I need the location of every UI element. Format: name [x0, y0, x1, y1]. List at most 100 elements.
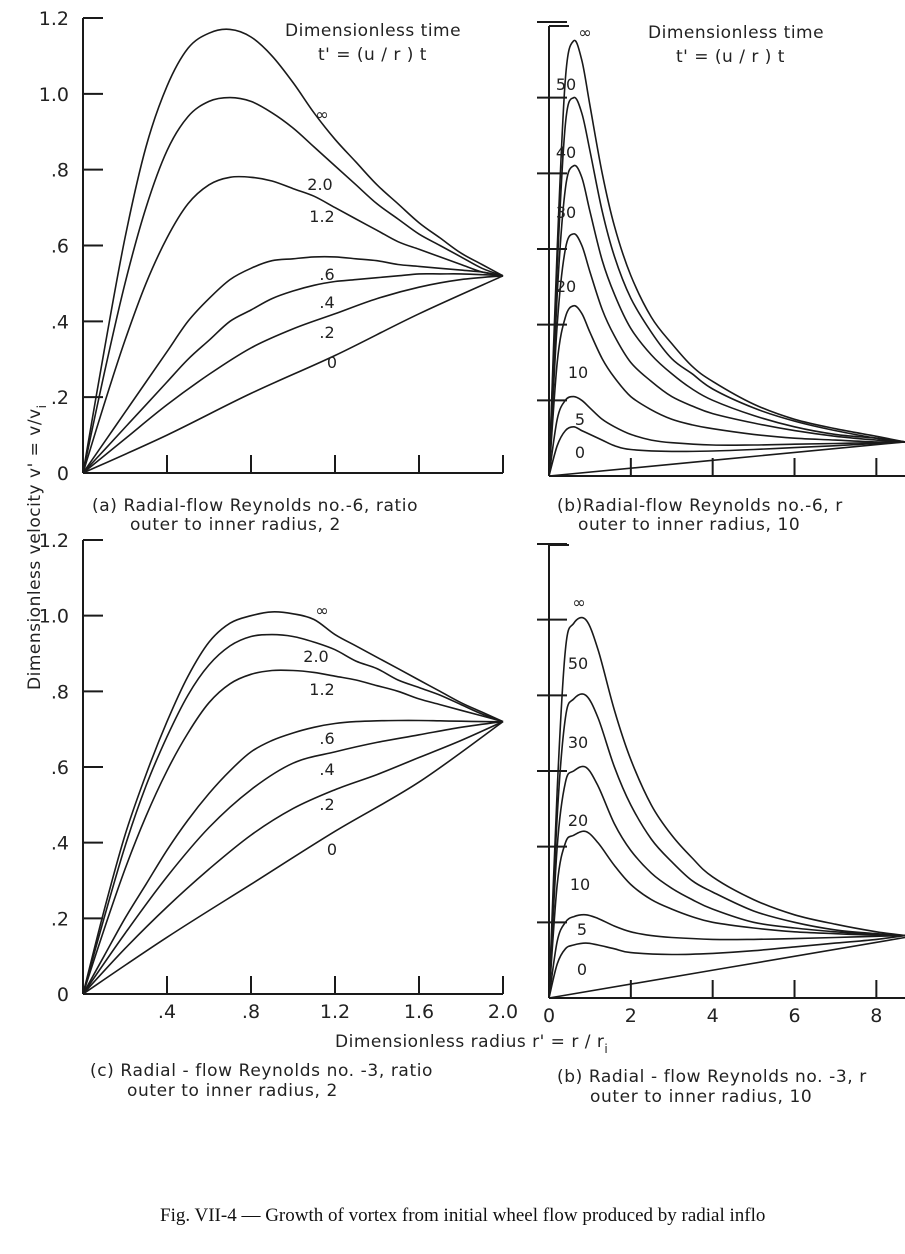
y-tick-label: .8 [51, 160, 69, 182]
series-label: 20 [568, 811, 588, 830]
y-axis-label-subscript: i [35, 405, 49, 409]
series-label: .4 [319, 293, 334, 312]
series-label: .6 [319, 729, 334, 748]
series-label: ∞ [315, 601, 328, 620]
series-label: 5 [575, 410, 585, 429]
series-label: 30 [556, 203, 576, 222]
y-tick-label: 1.0 [39, 84, 69, 106]
series-label: 0 [327, 840, 337, 859]
x-tick-label: 1.6 [404, 1001, 434, 1023]
x-axis-label-subscript: i [604, 1042, 608, 1056]
series-label: 0 [577, 960, 587, 979]
figure-caption: Fig. VII-4 — Growth of vortex from initi… [160, 1205, 766, 1226]
series-line-t-20 [548, 830, 905, 999]
series-line-t-2.0 [82, 96, 504, 474]
caption-b-top-line2: outer to inner radius, 10 [578, 515, 800, 535]
caption-b-top-line1: (b)Radial-flow Reynolds no.-6, r [557, 496, 843, 516]
series-line-t-.2 [82, 720, 504, 995]
x-tick-label: 8 [870, 1005, 882, 1027]
series-line-t-.2 [82, 275, 504, 474]
series-label: .2 [319, 323, 334, 342]
formula-text: t' = (u / r ) t [318, 45, 427, 65]
x-tick-label: 4 [707, 1005, 719, 1027]
series-label: 50 [556, 75, 576, 94]
series-line-t-0 [82, 275, 504, 474]
y-tick-label: .8 [51, 681, 69, 703]
series-line-t-0 [548, 936, 905, 999]
series-line-t-∞ [548, 39, 905, 477]
series-line-t-0 [548, 441, 905, 477]
caption-a-line2: outer to inner radius, 2 [130, 515, 341, 535]
series-line-t-.6 [82, 719, 504, 995]
series-label: 0 [575, 443, 585, 462]
y-axis-label-text: Dimensionless velocity v' = v/v [25, 408, 45, 690]
caption-c-line1: (c) Radial - flow Reynolds no. -3, ratio [90, 1061, 433, 1081]
series-label: .6 [319, 265, 334, 284]
legend-title-a: Dimensionless time [285, 21, 461, 41]
series-label: 1.2 [309, 207, 334, 226]
series-line-t-.6 [82, 255, 504, 474]
x-axis-label-text: Dimensionless radius r' = r / r [335, 1032, 604, 1052]
y-tick-label: 1.0 [39, 606, 69, 628]
series-label: 2.0 [303, 647, 328, 666]
series-label: 10 [570, 875, 590, 894]
series-label: ∞ [578, 23, 591, 42]
series-label: .4 [319, 760, 334, 779]
y-tick-label: .4 [51, 833, 69, 855]
y-tick-label: .4 [51, 311, 69, 333]
x-axis-label: Dimensionless radius r' = r / ri [335, 1032, 608, 1056]
legend-title-b: Dimensionless time [648, 23, 824, 43]
x-tick-label: 1.2 [320, 1001, 350, 1023]
x-tick-label: 6 [788, 1005, 800, 1027]
series-line-t-.4 [82, 272, 504, 474]
series-label: 30 [568, 733, 588, 752]
y-tick-label: 0 [57, 463, 69, 485]
series-line-t-30 [548, 233, 905, 477]
caption-b-bottom-line2: outer to inner radius, 10 [590, 1087, 812, 1107]
y-tick-label: .2 [51, 387, 69, 409]
series-line-t-5 [548, 934, 905, 999]
x-tick-label: 0 [543, 1005, 555, 1027]
caption-c-line2: outer to inner radius, 2 [127, 1081, 338, 1101]
x-tick-label: 2 [625, 1005, 637, 1027]
series-line-t-40 [548, 164, 905, 477]
formula-text: t' = (u / r ) t [676, 47, 785, 67]
series-line-t-50 [548, 96, 905, 477]
series-line-t-1.2 [82, 175, 504, 474]
x-tick-label: .8 [242, 1001, 260, 1023]
series-line-t-∞ [82, 611, 504, 995]
y-axis-label: Dimensionless velocity v' = v/vi [25, 405, 49, 690]
y-tick-label: 1.2 [39, 8, 69, 30]
series-line-t-1.2 [82, 669, 504, 995]
legend-formula-b: t' = (u / r ) t [676, 47, 785, 67]
series-line-t-50 [548, 693, 905, 999]
series-line-t-0 [82, 720, 504, 995]
series-label: 5 [577, 920, 587, 939]
y-tick-label: .2 [51, 908, 69, 930]
series-line-t-10 [548, 395, 905, 477]
x-tick-label: .4 [158, 1001, 176, 1023]
x-tick-label: 2.0 [488, 1001, 518, 1023]
legend-formula-a: t' = (u / r ) t [318, 45, 427, 65]
series-label: 2.0 [307, 175, 332, 194]
series-line-t-10 [548, 913, 905, 999]
series-label: ∞ [572, 593, 585, 612]
series-label: 10 [568, 363, 588, 382]
series-line-t-∞ [82, 28, 504, 474]
series-label: 20 [556, 277, 576, 296]
caption-b-bottom-line1: (b) Radial - flow Reynolds no. -3, r [557, 1067, 867, 1087]
series-line-t-30 [548, 765, 905, 999]
series-label: 0 [327, 353, 337, 372]
panel-a: 0 .2 .4 .6 .8 1.0 1.2 ∞ 2.0 1.2 .6 .4 .2 0 [39, 8, 504, 485]
caption-a-line1: (a) Radial-flow Reynolds no.-6, ratio [92, 496, 418, 516]
series-label: .2 [319, 795, 334, 814]
series-label: 50 [568, 654, 588, 673]
y-tick-label: 1.2 [39, 530, 69, 552]
series-line-t-20 [548, 304, 905, 477]
y-tick-label: 0 [57, 984, 69, 1006]
y-tick-label: .6 [51, 236, 69, 258]
series-label: 1.2 [309, 680, 334, 699]
